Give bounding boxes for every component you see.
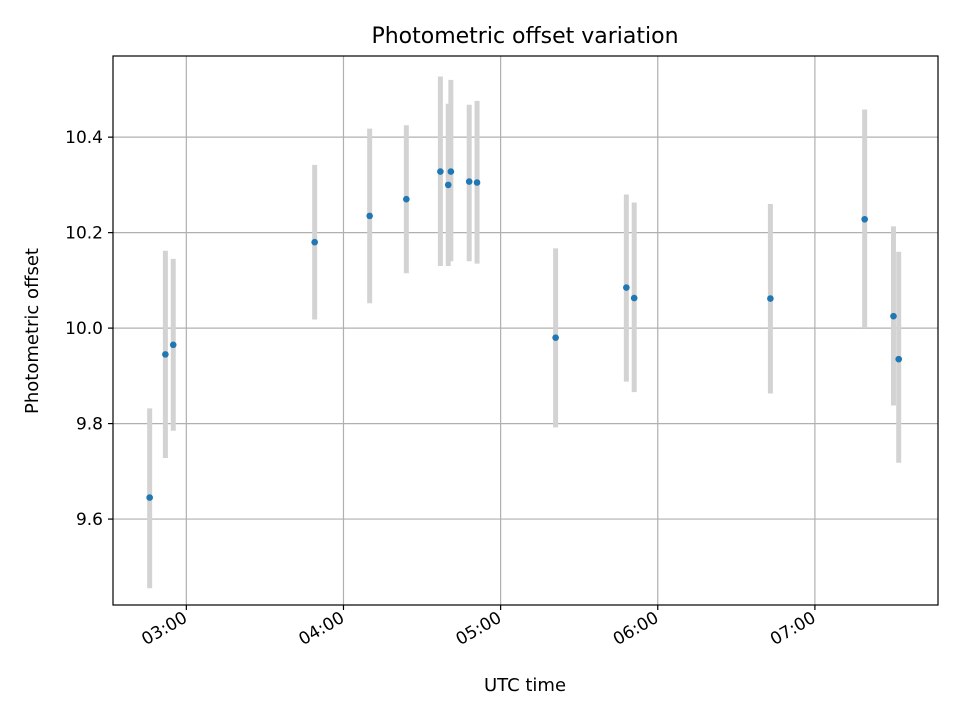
data-point bbox=[861, 215, 868, 223]
data-point bbox=[447, 168, 455, 175]
data-point bbox=[890, 312, 897, 320]
data-point bbox=[366, 212, 373, 220]
data-point bbox=[437, 168, 444, 175]
y-tick-label: 9.8 bbox=[76, 415, 103, 435]
y-tick-label: 9.6 bbox=[76, 510, 103, 530]
data-point bbox=[767, 295, 774, 302]
data-point bbox=[895, 355, 903, 363]
data-point bbox=[473, 179, 481, 186]
data-point bbox=[169, 341, 177, 349]
data-point bbox=[146, 494, 153, 501]
x-axis-label: UTC time bbox=[484, 675, 566, 696]
plot-frame bbox=[112, 55, 939, 606]
grid bbox=[113, 56, 938, 605]
data-point bbox=[552, 334, 559, 341]
data-point bbox=[444, 181, 452, 189]
data-point bbox=[162, 351, 169, 358]
chart-title: Photometric offset variation bbox=[371, 24, 678, 49]
y-axis-ticks: 9.6 9.8 10.0 10.2 10.4 bbox=[65, 128, 113, 530]
y-tick-label: 10.2 bbox=[65, 224, 103, 244]
y-axis-label: Photometric offset bbox=[22, 248, 43, 414]
y-tick-label: 10.0 bbox=[65, 319, 103, 339]
data-point bbox=[465, 178, 473, 185]
y-tick-label: 10.4 bbox=[65, 128, 103, 148]
data-point bbox=[623, 284, 630, 291]
data-point bbox=[630, 294, 638, 302]
data-markers bbox=[146, 168, 903, 501]
data-point bbox=[311, 238, 318, 246]
data-point bbox=[403, 195, 410, 203]
